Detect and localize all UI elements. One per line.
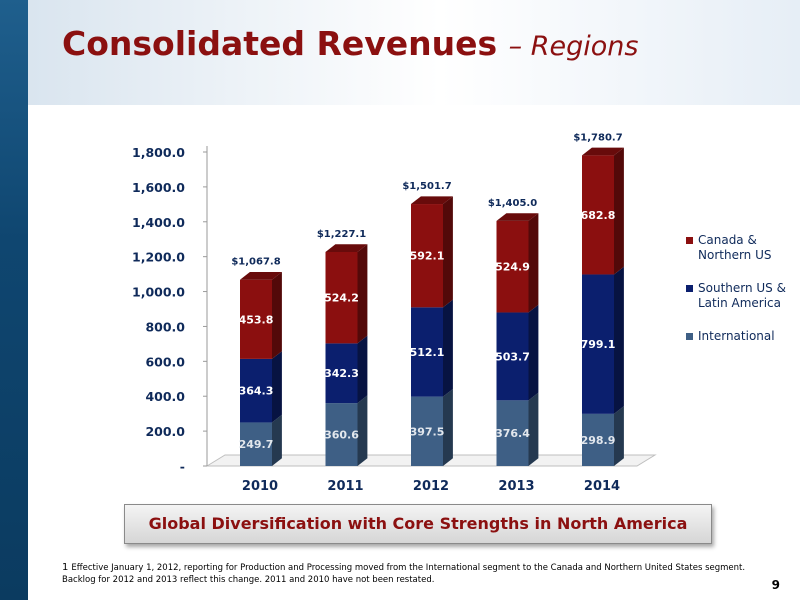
bar-top [240,272,282,280]
bar-side [272,414,282,466]
y-tick-label: 800.0 [145,319,185,334]
legend-item-southern-us: Southern US & Latin America [686,281,788,311]
bar-side [272,272,282,359]
y-tick-label: 1,600.0 [132,180,185,195]
bar-segment [411,307,443,397]
bar-side [272,351,282,423]
legend-swatch [686,333,693,340]
data-label: 682.8 [581,209,616,222]
bar-segment [325,403,358,466]
data-label: 592.1 [410,250,445,263]
bar-side [443,299,453,397]
title-subtitle: – Regions [508,31,639,62]
total-label: $1,067.8 [231,257,280,268]
bar-segment [582,413,614,466]
bar-side [443,196,453,308]
y-tick-label: 1,800.0 [132,145,185,160]
bar-segment [496,400,529,466]
bar-segment [496,312,529,401]
summary-banner: Global Diversification with Core Strengt… [124,504,712,544]
bar-side [443,388,453,466]
data-label: 524.9 [495,261,530,274]
x-tick-label: 2013 [498,479,534,494]
legend-label: Southern US & Latin America [698,281,786,310]
total-label: $1,780.7 [573,132,622,143]
bar-side [528,392,539,466]
page-number: 9 [771,578,780,592]
bar-side [528,304,539,401]
data-label: 799.1 [581,338,616,351]
title-main: Consolidated Revenues [62,24,498,63]
total-label: $1,501.7 [402,181,451,192]
footnote-marker: 1 [62,562,69,573]
data-label: 524.2 [324,292,359,305]
header-band [0,0,800,105]
x-tick-label: 2014 [584,479,620,494]
total-label: $1,405.0 [488,198,537,209]
bar-side [357,335,368,404]
y-tick-label: 1,200.0 [132,250,185,265]
legend-swatch [686,285,693,292]
data-label: 453.8 [239,313,274,326]
bar-top [411,196,453,205]
bar-side [614,406,624,466]
data-label: 298.9 [581,434,616,447]
data-label: 249.7 [239,438,274,451]
legend-label: Canada & Northern US [698,233,772,262]
bar-segment [325,251,358,344]
bar-segment [582,155,614,275]
x-tick-label: 2011 [327,479,363,494]
bar-segment [240,279,272,359]
footnote: 1 Effective January 1, 2012, reporting fo… [62,562,762,586]
bar-top [325,244,368,252]
banner-text: Global Diversification with Core Strengt… [148,514,688,533]
bar-segment [411,204,443,308]
legend-item-canada: Canada & Northern US [686,233,788,263]
bar-segment [582,274,614,414]
data-label: 512.1 [410,346,445,359]
y-tick-label: 200.0 [145,424,185,439]
y-tick-label: 600.0 [145,354,185,369]
x-tick-label: 2012 [413,479,449,494]
bar-side [357,244,368,344]
bar-segment [411,396,443,466]
bar-side [614,266,624,414]
data-label: 503.7 [495,350,530,363]
slide-title: Consolidated Revenues – Regions [62,24,638,63]
data-label: 342.3 [324,367,359,380]
chart-legend: Canada & Northern US Southern US & Latin… [686,233,788,362]
bar-segment [240,422,272,466]
bar-side [614,147,624,275]
total-label: $1,227.1 [317,229,366,240]
bar-segment [325,343,358,404]
footnote-text: Effective January 1, 2012, reporting for… [62,563,746,585]
y-tick-label: 400.0 [145,389,185,404]
y-tick-label: 1,400.0 [132,215,185,230]
x-tick-label: 2010 [242,479,278,494]
sidebar-decoration [0,0,28,600]
y-tick-label: 1,000.0 [132,285,185,300]
legend-label: International [698,329,775,343]
bar-side [357,395,368,466]
bar-top [496,213,539,221]
bar-side [528,213,539,313]
bar-segment [496,220,529,313]
data-label: 360.6 [324,429,359,442]
data-label: 376.4 [495,427,530,440]
data-label: 364.3 [239,385,274,398]
bar-top [582,147,624,156]
legend-swatch [686,237,693,244]
data-label: 397.5 [410,425,445,438]
bar-segment [240,358,272,423]
y-tick-label: - [180,459,185,474]
legend-item-international: International [686,329,788,344]
